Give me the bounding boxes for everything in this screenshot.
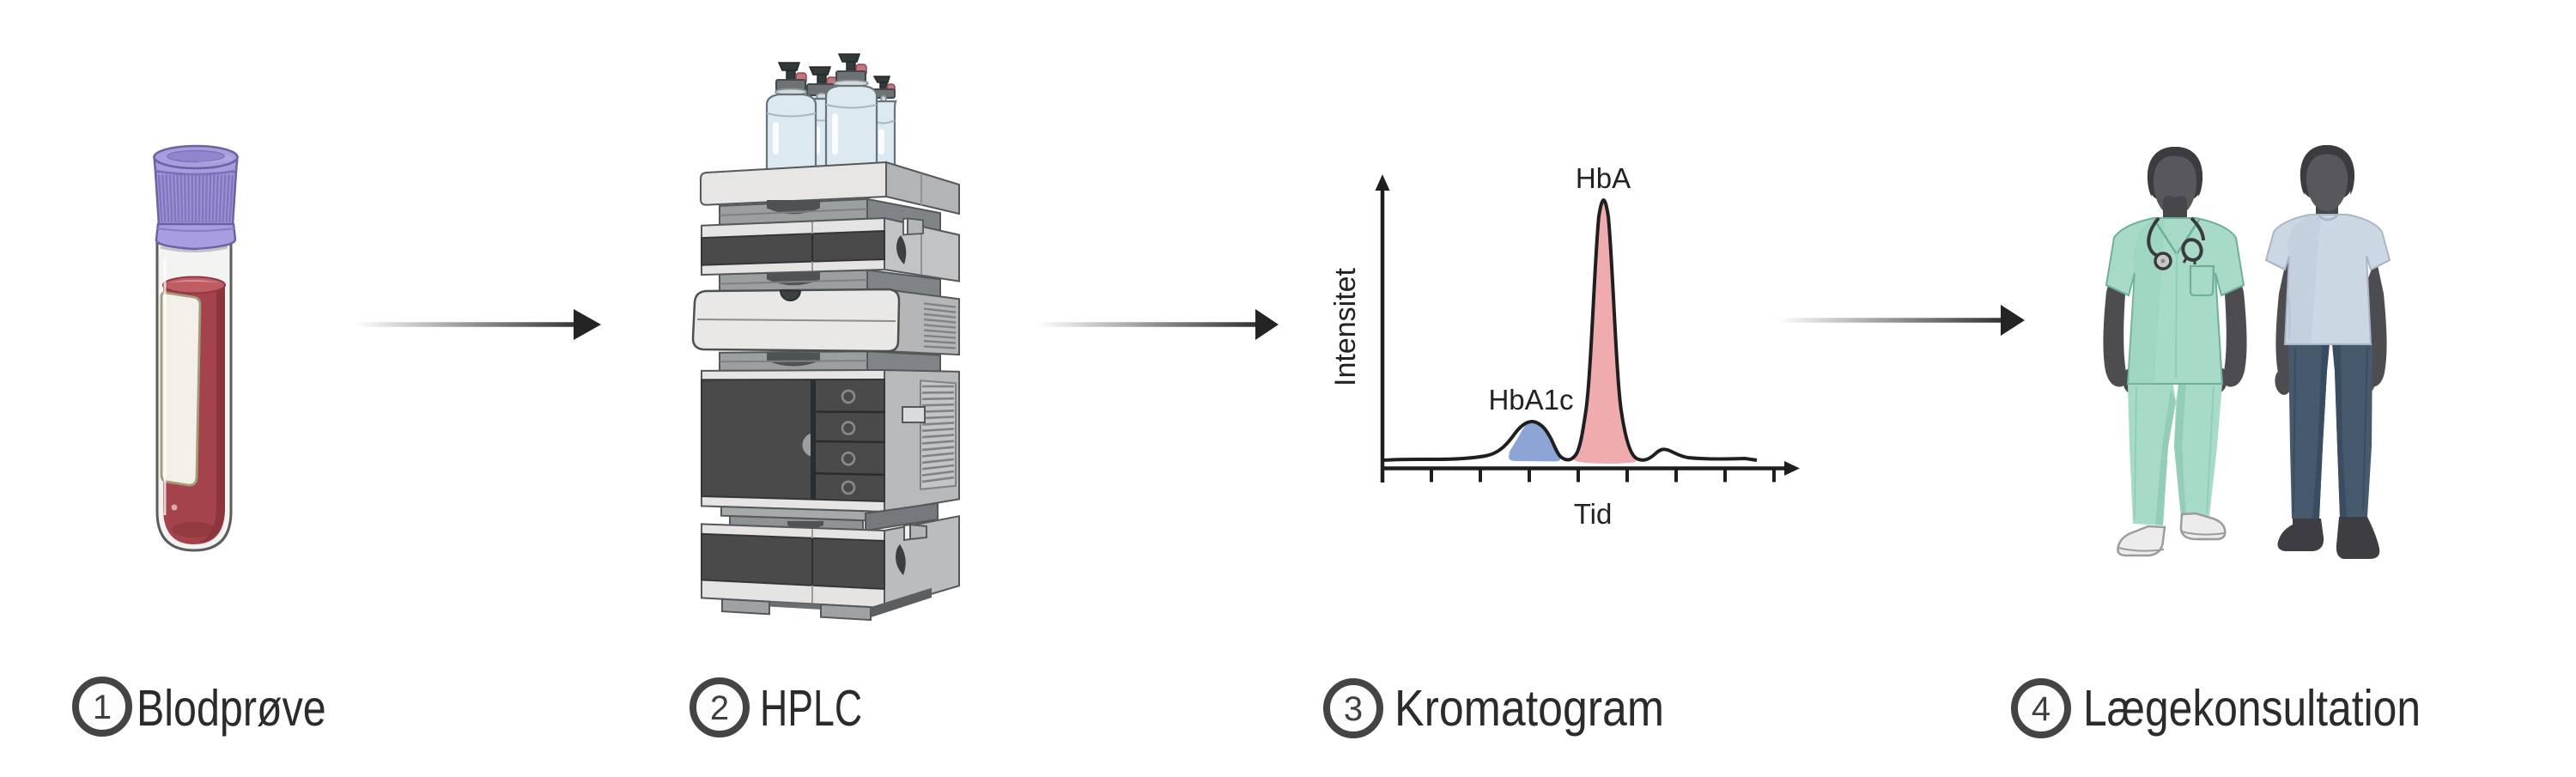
- svg-text:Blodprøve: Blodprøve: [137, 681, 326, 738]
- svg-text:Tid: Tid: [1574, 498, 1613, 530]
- svg-text:Kromatogram: Kromatogram: [1394, 680, 1664, 737]
- svg-text:Lægekonsultation: Lægekonsultation: [2083, 680, 2421, 737]
- svg-text:3: 3: [1344, 690, 1363, 728]
- svg-text:4: 4: [2032, 690, 2050, 728]
- svg-text:HPLC: HPLC: [760, 681, 862, 737]
- svg-text:Intensitet: Intensitet: [1329, 267, 1362, 386]
- svg-text:2: 2: [710, 689, 729, 727]
- svg-text:HbA: HbA: [1576, 162, 1631, 194]
- svg-text:HbA1c: HbA1c: [1488, 384, 1573, 416]
- svg-text:1: 1: [93, 689, 112, 726]
